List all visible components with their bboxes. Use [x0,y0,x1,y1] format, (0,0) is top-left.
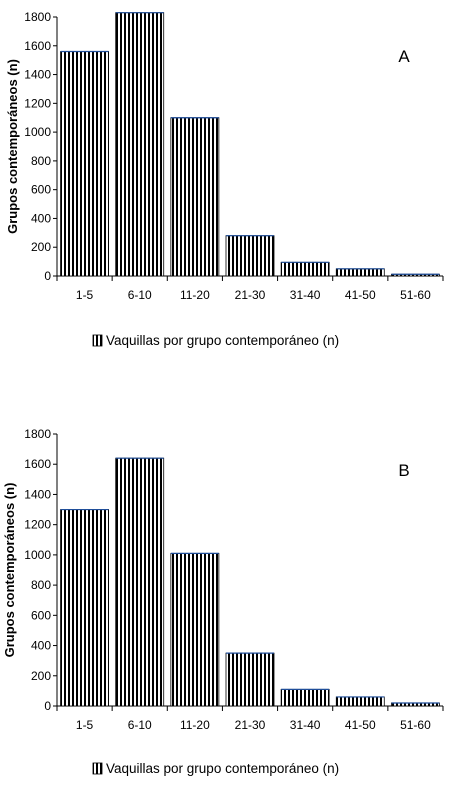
x-tick-label: 1-5 [76,718,94,732]
x-tick-label: 51-60 [400,718,431,732]
chart-panel-a: 0 200 400 600 800 1000 1200 1400 1600 1800 1-5 6-10… [5,10,444,348]
x-tick-label: 41-50 [345,288,376,302]
y-tick-label: 800 [31,154,51,168]
bar-11-20 [170,552,220,707]
x-tick-label: 21-30 [235,288,266,302]
legend-label: Vaquillas por grupo contemporáneo (n) [106,333,339,348]
x-tick-label: 41-50 [345,718,376,732]
bar-6-10 [115,457,165,707]
y-axis-title: Grupos contemporáneos (n) [5,59,20,234]
bar-31-40 [280,261,330,277]
bar-21-30 [225,652,275,707]
y-tick-label: 600 [31,608,51,622]
y-tick-label: 1600 [24,39,51,53]
x-tick-label: 51-60 [400,288,431,302]
y-tick-label: 1600 [24,457,51,471]
y-tick-label: 400 [31,211,51,225]
y-tick-label: 0 [44,269,51,283]
y-tick-label: 1800 [24,10,51,24]
x-tick-label: 21-30 [235,718,266,732]
bar-1-5 [60,509,109,707]
x-tick-label: 6-10 [128,288,152,302]
x-tick-label: 31-40 [290,288,321,302]
bar-1-5 [60,51,109,277]
y-tick-label: 800 [31,578,51,592]
x-tick-label: 31-40 [290,718,321,732]
panel-label: A [398,47,410,66]
x-tick-label: 1-5 [76,288,94,302]
legend-label: Vaquillas por grupo contemporáneo (n) [106,761,339,776]
y-tick-label: 1000 [24,125,51,139]
bar-21-30 [225,235,275,277]
chart-panel-b: 0 200 400 600 800 1000 1200 1400 1600 1800 1-5 6-10… [2,427,444,776]
y-tick-label: 0 [44,699,51,713]
bar-11-20 [170,117,220,277]
y-tick-label: 1000 [24,548,51,562]
x-tick-label: 11-20 [180,718,210,732]
y-tick-label: 1400 [24,487,51,501]
y-tick-label: 600 [31,183,51,197]
legend-swatch [92,334,103,347]
y-tick-label: 200 [31,240,51,254]
y-tick-label: 400 [31,639,51,653]
x-tick-label: 6-10 [128,718,152,732]
y-tick-label: 1400 [24,68,51,82]
y-tick-label: 1200 [24,518,51,532]
bar-6-10 [115,12,165,277]
bar-41-50 [335,268,385,277]
x-tick-label: 11-20 [180,288,210,302]
bar-31-40 [280,688,330,707]
bar-41-50 [335,696,385,707]
y-tick-label: 1200 [24,96,51,110]
y-tick-label: 200 [31,669,51,683]
legend-swatch [92,762,103,775]
panel-label: B [398,461,409,480]
y-tick-label: 1800 [24,427,51,441]
y-axis-title: Grupos contemporáneos (n) [2,483,17,658]
